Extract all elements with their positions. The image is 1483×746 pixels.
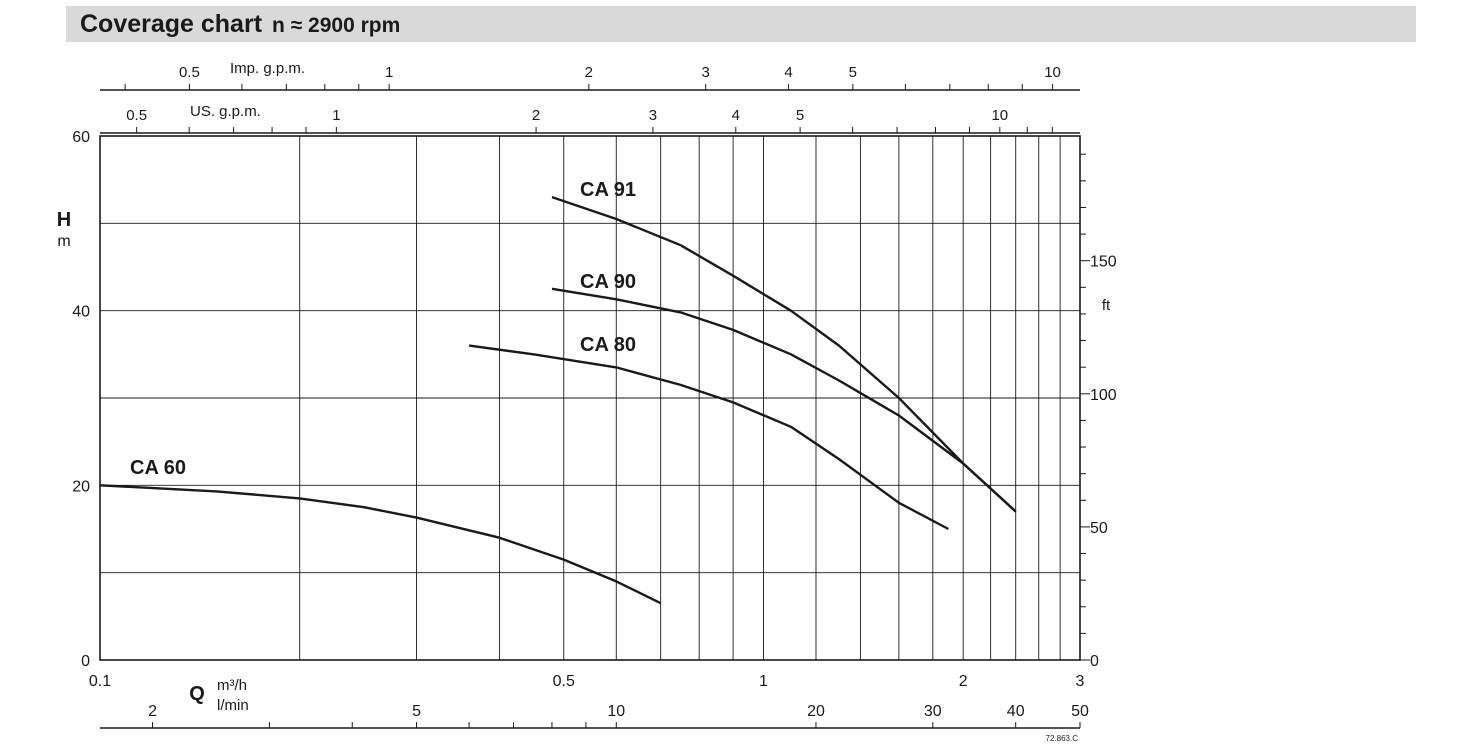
grid [100,136,1080,660]
title-bar: Coverage chart n ≈ 2900 rpm [66,6,1416,42]
ft-tick-label: 50 [1090,520,1108,537]
y-tick-label: 0 [81,653,90,670]
curve-label: CA 90 [580,271,636,293]
imp-unit-label: Imp. g.p.m. [230,60,305,77]
curve-ca-91 [551,195,1017,513]
curve-label: CA 91 [580,179,636,201]
us-unit-label: US. g.p.m. [190,103,261,120]
lmin-tick-label: 20 [807,703,825,720]
footnote: 72.863.C [1046,734,1079,743]
us-tick-label: 2 [532,107,540,124]
us-tick-label: 0.5 [126,107,147,124]
us-tick-label: 10 [991,107,1008,124]
y-tick-label: 60 [72,129,90,146]
imp-tick-label: 5 [849,64,857,81]
lmin-tick-label: 40 [1007,703,1025,720]
curve-label: CA 60 [130,457,186,479]
imp-tick-label: 10 [1044,64,1061,81]
y-axis-label: H [57,209,71,231]
curves: CA 91 CA 90 CA 80 CA 60 [99,179,1017,605]
chart-subtitle: n ≈ 2900 rpm [272,14,401,37]
curve-ca-60 [99,484,662,605]
ft-tick-label: 0 [1090,653,1099,670]
x-tick-label: 2 [959,673,968,690]
y-tick-label: 40 [72,304,90,321]
y-tick-label: 20 [72,478,90,495]
x-tick-label: 1 [759,673,768,690]
x-axis-unit: m³/h [217,677,247,694]
lmin-tick-label: 5 [412,703,421,720]
imp-tick-label: 1 [385,64,393,81]
ft-unit-label: ft [1102,297,1111,314]
x-tick-label: 3 [1076,673,1085,690]
x-tick-label: 0.1 [89,673,111,690]
x-tick-label: 0.5 [553,673,575,690]
lmin-tick-label: 50 [1071,703,1089,720]
ft-tick-label: 150 [1090,254,1117,271]
curve-label: CA 80 [580,334,636,356]
lmin-tick-label: 30 [924,703,942,720]
lmin-tick-label: 10 [607,703,625,720]
us-tick-label: 1 [332,107,340,124]
plot-frame [99,135,1081,661]
lmin-tick-label: 2 [148,703,157,720]
us-tick-label: 4 [732,107,740,124]
ft-tick-label: 100 [1090,387,1117,404]
imp-tick-label: 0.5 [179,64,200,81]
us-tick-label: 5 [796,107,804,124]
imp-tick-label: 3 [701,64,709,81]
imp-tick-label: 2 [585,64,593,81]
chart-title: Coverage chart n ≈ 2900 rpm [80,10,401,38]
us-tick-label: 3 [649,107,657,124]
curve-ca-90 [551,287,1017,513]
lmin-unit-label: l/min [217,697,249,714]
y-axis-unit: m [57,233,70,250]
imp-tick-label: 4 [784,64,792,81]
x-axis-label: Q [189,683,205,705]
curve-ca-80 [468,344,949,531]
